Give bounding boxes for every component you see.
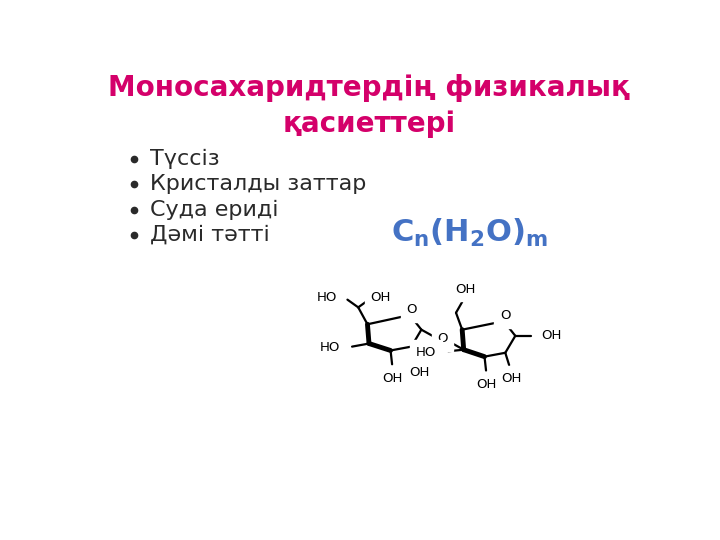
Text: Дәмі тәтті: Дәмі тәтті (150, 225, 269, 245)
Text: HO: HO (316, 291, 337, 304)
Text: OH: OH (476, 378, 496, 391)
Text: OH: OH (501, 372, 521, 385)
Text: OH: OH (541, 329, 562, 342)
Text: O: O (500, 309, 510, 322)
Text: OH: OH (409, 366, 429, 379)
Text: HO: HO (415, 346, 436, 359)
Text: Суда ериді: Суда ериді (150, 199, 278, 220)
Text: Моносахаридтердің физикалық
қасиеттері: Моносахаридтердің физикалық қасиеттері (108, 74, 630, 138)
Text: $\mathbf{C_n(H_2O)_m}$: $\mathbf{C_n(H_2O)_m}$ (391, 218, 547, 249)
Text: O: O (437, 333, 448, 346)
Text: O: O (406, 303, 417, 316)
Text: OH: OH (371, 291, 391, 304)
Text: Түссіз: Түссіз (150, 148, 219, 169)
Text: OH: OH (455, 283, 475, 296)
Text: Кристалды заттар: Кристалды заттар (150, 174, 366, 194)
Text: OH: OH (382, 372, 402, 385)
Text: HO: HO (320, 341, 340, 354)
